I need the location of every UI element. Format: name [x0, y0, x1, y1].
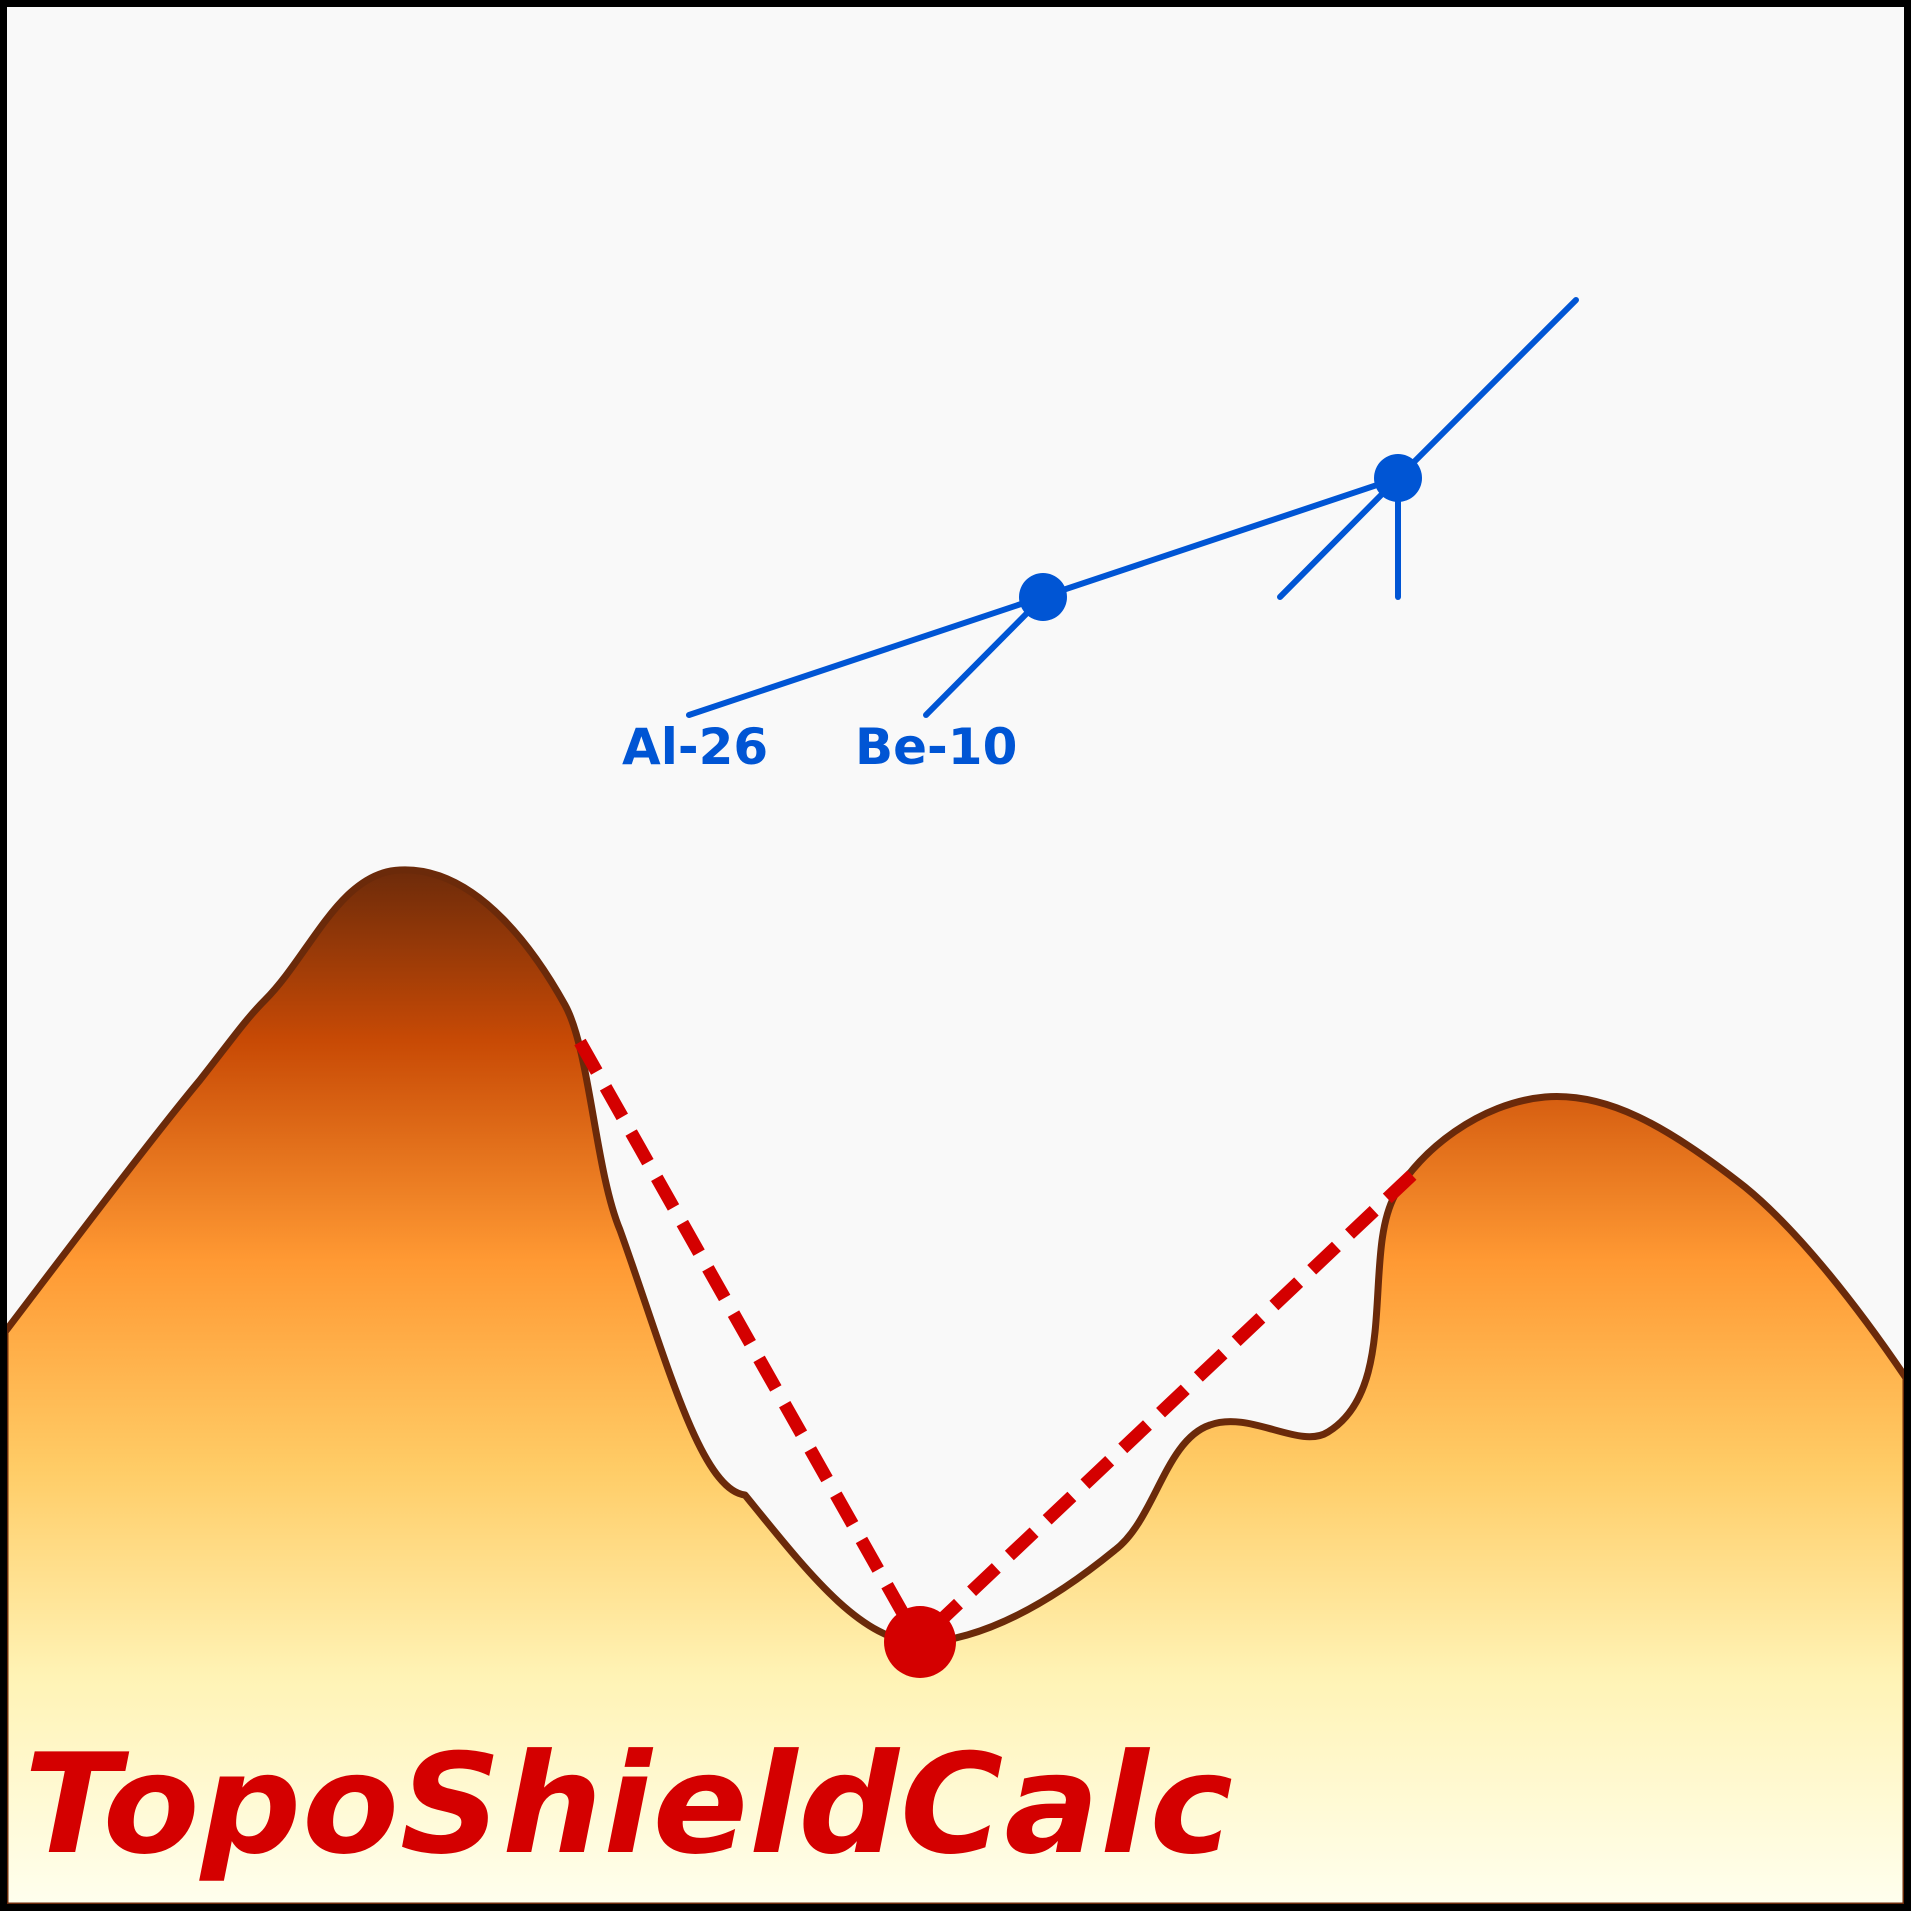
diagram-left-branch	[923, 594, 1046, 718]
shielding-lines	[574, 1038, 1417, 1645]
shielding-line-left	[574, 1038, 924, 1644]
diagram-right-branch	[1277, 475, 1401, 600]
diagram-node-upper	[1374, 454, 1422, 502]
diagram-upper-branch	[1395, 297, 1579, 481]
sample-point-icon	[884, 1606, 956, 1678]
shielding-line-right	[915, 1170, 1417, 1645]
logo-title: TopoShieldCalc	[24, 1724, 1234, 1885]
isotope-label-al26: Al-26	[622, 718, 768, 776]
diagram-node-lower	[1019, 573, 1067, 621]
isotope-label-be10: Be-10	[855, 718, 1017, 776]
